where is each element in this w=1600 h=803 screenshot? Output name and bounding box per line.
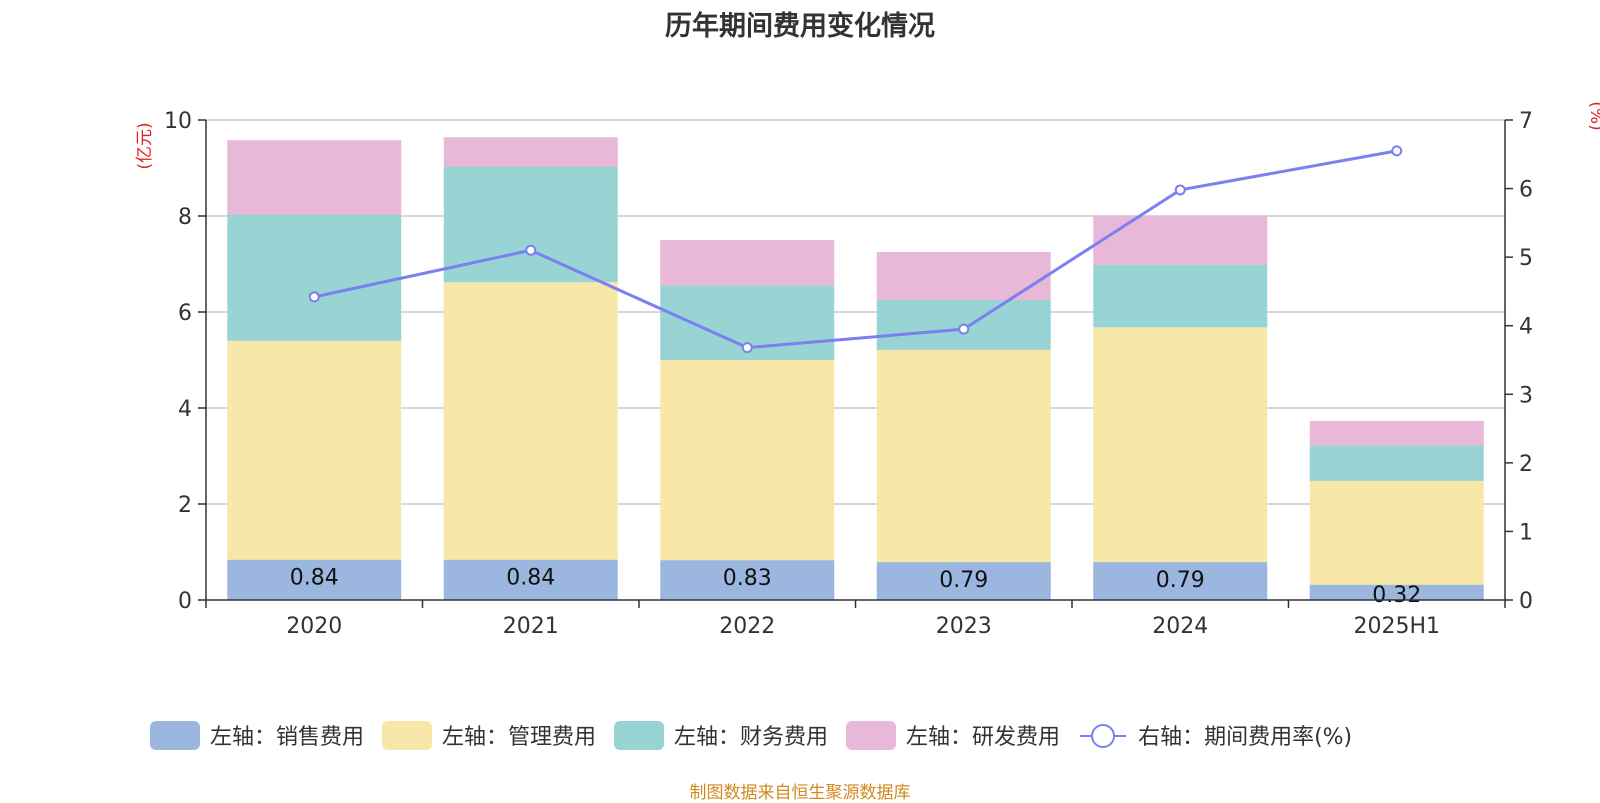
legend-label: 左轴：财务费用	[674, 725, 829, 750]
bar-segment	[443, 559, 618, 600]
x-axis-tick-label: 2023	[936, 614, 992, 639]
bar-segment	[1309, 480, 1484, 585]
bar-segment	[876, 349, 1051, 563]
data-label: 0.84	[290, 566, 339, 591]
chart-title: 历年期间费用变化情况	[665, 11, 935, 42]
rate-point	[525, 244, 537, 256]
legend-item[interactable]: 左轴：管理费用	[382, 719, 596, 751]
rate-point	[741, 342, 753, 354]
bar-segment	[1309, 420, 1484, 446]
legend-label: 左轴：销售费用	[210, 725, 365, 750]
data-label: 0.32	[1372, 583, 1421, 608]
data-label: 0.83	[723, 566, 772, 591]
left-axis-tick-label: 10	[164, 109, 192, 134]
legend-label: 左轴：管理费用	[442, 725, 597, 750]
right-axis-tick-label: 6	[1519, 178, 1533, 203]
bar-segment	[876, 252, 1051, 300]
bar-segment	[1093, 327, 1268, 563]
left-axis-tick-label: 8	[178, 205, 192, 230]
bar-segment	[660, 560, 835, 600]
bar-segment	[660, 240, 835, 286]
bar-segment	[443, 137, 618, 167]
legend-swatch	[150, 720, 200, 750]
legend-item[interactable]: 右轴：期间费用率(%)	[1078, 719, 1352, 751]
legend-item[interactable]: 左轴：销售费用	[150, 719, 364, 751]
rate-line	[313, 149, 1398, 350]
legend-label: 右轴：期间费用率(%)	[1138, 725, 1353, 750]
legend-swatch	[614, 720, 665, 750]
data-label: 0.79	[1156, 568, 1205, 593]
left-axis-unit: (亿元)	[135, 122, 155, 169]
left-axis-tick-label: 2	[178, 493, 192, 518]
bar-segment	[660, 360, 835, 561]
legend-item[interactable]: 左轴：研发费用	[846, 719, 1060, 751]
bar-segment	[1093, 562, 1268, 600]
legend-label: 左轴：研发费用	[906, 725, 1061, 750]
right-axis-tick-label: 4	[1519, 315, 1533, 340]
bar-segment	[227, 340, 402, 560]
bar-segment	[1309, 584, 1484, 600]
data-label: 0.79	[939, 568, 988, 593]
right-axis-unit: (%)	[1586, 101, 1600, 130]
bar-segment	[227, 559, 402, 600]
legend-item[interactable]: 左轴：财务费用	[614, 719, 828, 751]
right-axis-tick-label: 5	[1519, 246, 1533, 271]
legend-swatch	[846, 720, 897, 750]
bar-segment	[227, 140, 402, 215]
right-axis-tick-label: 0	[1519, 589, 1533, 614]
x-axis-tick-label: 2024	[1152, 614, 1208, 639]
legend-swatch	[382, 720, 433, 750]
left-axis-tick-label: 4	[178, 397, 192, 422]
bar-segment	[443, 282, 618, 560]
x-axis-tick-label: 2022	[719, 614, 775, 639]
legend: 左轴：销售费用 左轴：管理费用 左轴：财务费用 左轴：研发费用 右轴：期间费用率(%)	[150, 719, 1370, 751]
source-note: 制图数据来自恒生聚源数据库	[689, 783, 911, 803]
data-label: 0.84	[506, 566, 555, 591]
rate-point	[1174, 184, 1186, 196]
rate-point	[958, 323, 970, 335]
x-axis-tick-label: 2021	[503, 614, 559, 639]
rate-point	[1391, 145, 1403, 157]
rate-point	[308, 291, 320, 303]
bar-segment	[1309, 445, 1484, 481]
right-axis-tick-label: 7	[1519, 109, 1533, 134]
bar-segment	[227, 214, 402, 341]
bar-segment	[1093, 264, 1268, 328]
right-axis-tick-label: 1	[1519, 520, 1533, 545]
left-axis-tick-label: 0	[178, 589, 192, 614]
bar-segment	[876, 562, 1051, 600]
right-axis-tick-label: 3	[1519, 383, 1533, 408]
legend-line-swatch	[1080, 723, 1127, 748]
bar-segment	[1093, 216, 1268, 265]
right-axis-tick-label: 2	[1519, 452, 1533, 477]
x-axis-tick-label: 2020	[286, 614, 342, 639]
x-axis-tick-label: 2025H1	[1353, 614, 1440, 639]
left-axis-tick-label: 6	[178, 301, 192, 326]
